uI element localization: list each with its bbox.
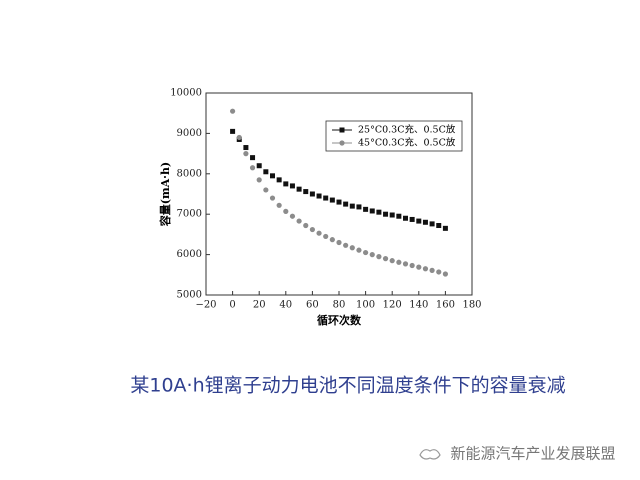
data-point: [376, 254, 382, 260]
data-point: [389, 212, 395, 218]
data-point: [442, 271, 448, 277]
data-point: [309, 191, 315, 197]
x-tick-label: 180: [462, 300, 481, 311]
data-point: [403, 215, 408, 221]
data-point: [363, 206, 369, 212]
data-point: [422, 266, 429, 272]
data-point: [416, 218, 422, 224]
data-point: [343, 242, 349, 248]
data-point: [289, 183, 295, 189]
data-point: [263, 187, 269, 193]
data-point: [276, 177, 282, 183]
y-tick-label: 9000: [177, 128, 202, 139]
data-point: [236, 134, 242, 141]
data-point: [323, 233, 329, 240]
data-point: [336, 199, 342, 205]
data-point: [349, 203, 355, 209]
data-point: [416, 264, 422, 270]
data-point: [436, 223, 442, 229]
y-tick-label: 7000: [177, 209, 202, 220]
data-point: [436, 269, 442, 275]
data-point: [309, 226, 315, 233]
data-point: [243, 145, 249, 151]
x-tick-label: 20: [253, 300, 266, 311]
data-point: [249, 165, 256, 171]
data-point: [396, 259, 402, 265]
data-point: [250, 155, 256, 161]
data-point: [396, 213, 402, 219]
data-point: [383, 211, 389, 217]
x-tick-label: 160: [436, 300, 455, 311]
x-tick-label: 80: [333, 300, 346, 311]
data-point: [429, 221, 435, 227]
data-point: [303, 189, 309, 195]
data-point: [283, 181, 289, 187]
x-tick-label: −20: [195, 300, 216, 311]
caption: 某10A·h锂离子动力电池不同温度条件下的容量衰减: [130, 375, 565, 397]
x-tick-label: 40: [279, 300, 292, 311]
data-point: [269, 195, 276, 201]
watermark-icon: [419, 449, 441, 460]
data-point: [356, 204, 362, 210]
data-point: [276, 202, 282, 208]
data-point: [442, 225, 448, 231]
data-point: [316, 230, 322, 236]
data-point: [343, 201, 349, 207]
x-tick-label: 140: [409, 300, 428, 311]
x-tick-label: 60: [306, 300, 319, 311]
data-point: [270, 173, 275, 179]
data-point: [409, 216, 415, 222]
data-point: [389, 258, 395, 264]
data-point: [356, 247, 362, 253]
data-point: [256, 163, 262, 169]
data-point: [289, 213, 296, 219]
data-point: [256, 177, 262, 183]
data-point: [316, 193, 322, 199]
data-point: [243, 151, 249, 157]
y-tick-label: 5000: [177, 290, 202, 301]
x-axis-label: 循环次数: [317, 313, 362, 327]
data-point: [402, 261, 409, 267]
y-tick-label: 8000: [177, 168, 202, 179]
legend-marker: [339, 140, 345, 146]
data-point: [382, 256, 389, 262]
x-tick-label: 100: [356, 300, 375, 311]
data-point: [363, 249, 369, 256]
data-point: [369, 252, 375, 258]
data-point: [296, 186, 302, 192]
data-point: [303, 222, 309, 229]
data-point: [230, 108, 236, 114]
data-point: [329, 197, 335, 203]
data-point: [376, 209, 382, 215]
legend-marker: [339, 127, 345, 133]
data-point: [429, 267, 435, 273]
data-point: [336, 239, 342, 246]
data-point: [230, 128, 236, 134]
data-point: [329, 237, 335, 243]
y-tick-label: 10000: [170, 88, 202, 99]
data-point: [349, 245, 355, 251]
legend-label: 45°C0.3C充、0.5C放: [358, 137, 456, 149]
y-axis-label: 容量(mA·h): [158, 162, 172, 227]
legend-box: [325, 120, 463, 152]
watermark: 新能源汽车产业发展联盟: [450, 445, 615, 463]
y-tick-label: 6000: [177, 249, 202, 260]
data-point: [323, 195, 329, 201]
x-tick-label: 120: [383, 300, 402, 311]
x-tick-label: 0: [229, 300, 235, 311]
data-point: [409, 262, 415, 269]
data-point: [369, 208, 375, 214]
data-point: [422, 219, 428, 225]
legend-label: 25°C0.3C充、0.5C放: [358, 124, 456, 136]
data-point: [263, 169, 269, 175]
data-point: [283, 208, 289, 214]
data-point: [296, 218, 302, 224]
